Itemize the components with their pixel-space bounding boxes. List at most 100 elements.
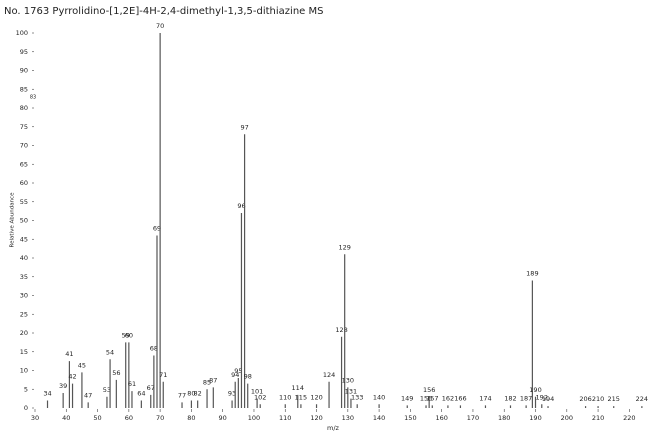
peak-label: 133 [351,393,363,401]
peak-label: 69 [153,225,161,233]
x-tick-label: 30 [31,414,39,422]
peak-label: 120 [310,393,322,401]
x-tick-label: 100 [248,414,260,422]
peak-label: 182 [504,394,516,402]
peak-label: 157 [426,394,438,402]
peak-label: 115 [295,393,307,401]
peak-label: 59 [122,331,130,339]
y-tick-label: 50 [20,217,28,225]
x-tick-label: 210 [592,414,604,422]
x-tick-label: 80 [187,414,195,422]
y-tick-label: 10 [20,367,28,375]
y-tick-label: 85 [20,85,28,93]
peak-label: 39 [59,382,67,390]
peak-label: 187 [520,394,532,402]
peak-label: 54 [106,348,114,356]
peak-label: 67 [147,384,155,392]
y-tick-label: 5 [24,385,28,393]
y-tick-label: 30 [20,292,28,300]
x-tick-label: 140 [373,414,385,422]
peak-label: 47 [84,391,92,399]
peak-label: 64 [137,390,145,398]
y-tick-label: 55 [20,198,28,206]
peak-label: 206 [579,395,591,403]
peak-label: 210 [592,395,604,403]
peak-label: 155 [420,394,432,402]
peak-label: 190 [529,386,541,394]
peak-label: 85 [203,378,211,386]
peak-label: 95 [234,367,242,375]
peak-label: 124 [323,371,335,379]
peak-label: 102 [254,393,266,401]
peak-label: 114 [292,384,304,392]
peak-label: 129 [338,243,350,251]
peak-label: 128 [335,326,347,334]
y-tick-label: 80 [20,104,28,112]
y-tick-label: 95 [20,48,28,56]
y-tick-label: 20 [20,329,28,337]
x-axis-label: m/z [327,424,340,432]
x-tick-label: 170 [467,414,479,422]
peak-label: 174 [479,394,491,402]
peak-label: 61 [128,380,136,388]
peak-label: 166 [454,394,466,402]
peak-label: 70 [156,22,164,30]
x-tick-label: 50 [93,414,101,422]
peak-label: 93 [228,390,236,398]
peak-label: 192 [536,393,548,401]
x-tick-label: 60 [125,414,133,422]
x-tick-label: 120 [310,414,322,422]
peak-label: 149 [401,394,413,402]
peak-label: 53 [103,386,111,394]
y-tick-label: 45 [20,235,28,243]
peak-label: 140 [373,393,385,401]
y-tick-label: 25 [20,310,28,318]
x-tick-label: 70 [156,414,164,422]
peak-label: 101 [251,388,263,396]
x-tick-label: 180 [498,414,510,422]
x-tick-label: 160 [435,414,447,422]
peak-label: 77 [178,391,186,399]
peak-label: 224 [636,395,648,403]
peak-label: 189 [526,270,538,278]
x-tick-label: 40 [62,414,70,422]
x-tick-label: 90 [219,414,227,422]
y-axis-label: Relative Abundance [10,192,16,248]
peak-label: 98 [244,373,252,381]
x-tick-label: 220 [623,414,635,422]
peak-label: 215 [608,395,620,403]
peak-label: 94 [231,371,239,379]
y-tick-label: 65 [20,160,28,168]
peak-label: 96 [237,202,245,210]
peak-label: 68 [150,345,158,353]
y-tick-label: 75 [20,123,28,131]
y-tick-label: 0 [24,404,28,412]
peak-label: 194 [542,395,554,403]
peak-label: 87 [209,376,217,384]
peak-label: 80 [187,390,195,398]
y-tick-label: 60 [20,179,28,187]
peak-label: 41 [65,350,73,358]
annotation: 83 [30,95,36,101]
chart-title: No. 1763 Pyrrolidino-[1,2E]-4H-2,4-dimet… [4,6,323,17]
peak-label: 34 [43,390,51,398]
peak-label: 56 [112,369,120,377]
peak-label: 42 [68,373,76,381]
peak-label: 97 [240,123,248,131]
peak-label: 71 [159,371,167,379]
x-tick-label: 200 [561,414,573,422]
peak-label: 60 [125,331,133,339]
peak-label: 82 [194,390,202,398]
x-tick-label: 150 [404,414,416,422]
peak-label: 45 [78,361,86,369]
peak-label: 162 [442,394,454,402]
y-tick-label: 40 [20,254,28,262]
peak-label: 110 [279,393,291,401]
y-tick-label: 100 [16,29,28,37]
y-tick-label: 15 [20,348,28,356]
y-tick-label: 35 [20,273,28,281]
x-tick-label: 190 [529,414,541,422]
y-tick-label: 90 [20,67,28,75]
peak-label: 131 [345,388,357,396]
peak-label: 156 [423,386,435,394]
